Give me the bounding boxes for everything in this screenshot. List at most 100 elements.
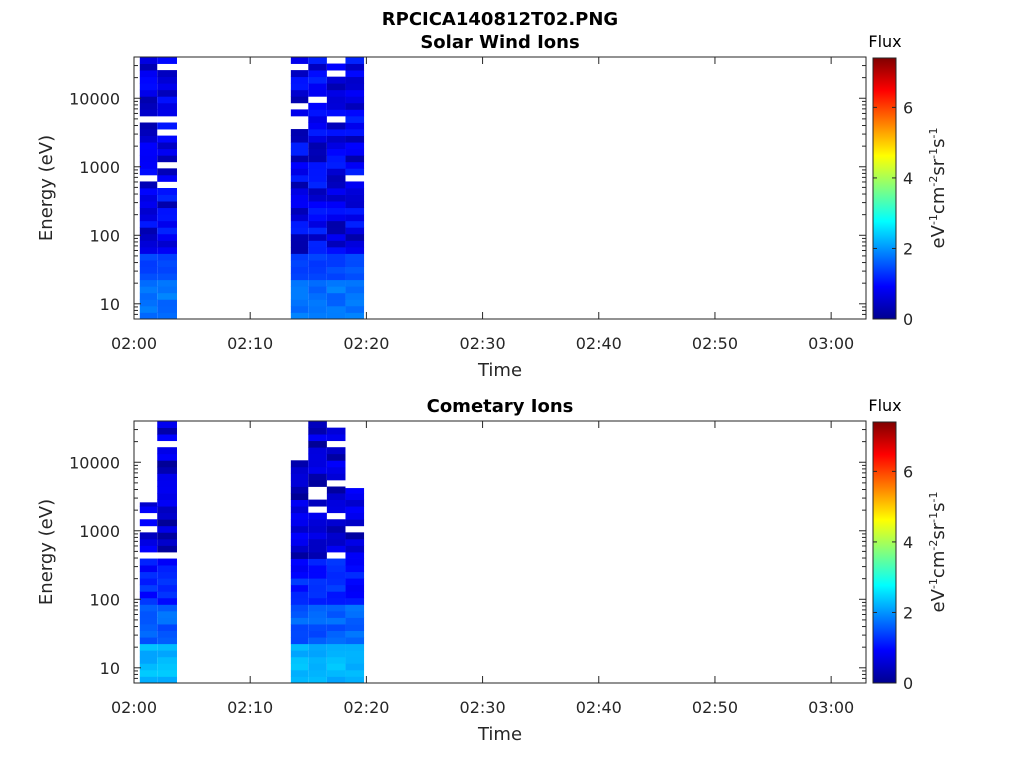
heatmap-cell xyxy=(157,453,177,461)
heatmap-cell xyxy=(139,545,158,553)
heatmap-cell xyxy=(290,266,309,274)
heatmap-cell xyxy=(157,519,177,527)
heatmap-cell xyxy=(290,57,309,64)
heatmap-cell xyxy=(308,246,327,254)
heatmap-cell xyxy=(139,129,158,136)
heatmap-cell xyxy=(345,637,365,645)
heatmap-cell xyxy=(308,421,327,428)
heatmap-cell xyxy=(157,617,177,625)
heatmap-cell xyxy=(290,650,309,658)
heatmap-cell xyxy=(326,643,346,651)
heatmap-cell xyxy=(139,155,158,163)
heatmap-cell xyxy=(308,466,327,474)
heatmap-cell xyxy=(345,122,365,130)
heatmap-cell xyxy=(308,109,327,117)
heatmap-cell xyxy=(326,168,346,176)
heatmap-cell xyxy=(345,266,365,274)
heatmap-cell xyxy=(308,227,327,235)
heatmap-cell xyxy=(326,299,346,307)
heatmap-cell xyxy=(308,571,327,579)
heatmap-cell xyxy=(157,473,177,481)
colorbar-label: eV-1cm-2sr-1s-1 xyxy=(927,492,949,613)
heatmap-cell xyxy=(308,312,327,320)
colorbar-tick-label: 4 xyxy=(903,533,913,552)
heatmap-cell xyxy=(139,135,158,143)
heatmap-cells xyxy=(139,57,365,320)
heatmap-cell xyxy=(139,148,158,156)
colorbar-tick-label: 4 xyxy=(903,169,913,188)
x-tick-label: 02:20 xyxy=(343,334,389,353)
heatmap-cell xyxy=(326,558,346,566)
heatmap-cell xyxy=(290,578,309,586)
panel-title: Cometary Ions xyxy=(427,396,574,417)
heatmap-cell xyxy=(345,506,365,514)
heatmap-cell xyxy=(308,286,327,294)
heatmap-cell xyxy=(326,617,346,625)
heatmap-cell xyxy=(326,220,346,228)
heatmap-cell xyxy=(290,305,309,313)
y-axis: 10 100 1000 10000 xyxy=(69,420,866,684)
heatmap-cell xyxy=(139,253,158,261)
heatmap-cell xyxy=(345,545,365,553)
heatmap-cell xyxy=(157,246,177,254)
heatmap-cell xyxy=(326,181,346,189)
heatmap-cell xyxy=(308,161,327,169)
heatmap-cell xyxy=(139,624,158,631)
heatmap-cell xyxy=(290,129,309,136)
heatmap-cell xyxy=(290,148,309,156)
heatmap-cell xyxy=(345,558,365,566)
heatmap-cell xyxy=(290,207,309,215)
heatmap-cell xyxy=(345,591,365,599)
heatmap-cell xyxy=(157,279,177,287)
heatmap-cell xyxy=(308,578,327,586)
heatmap-cell xyxy=(345,578,365,586)
heatmap-cell xyxy=(345,155,365,163)
heatmap-cell xyxy=(326,161,346,169)
heatmap-cell xyxy=(290,538,309,546)
heatmap-cell xyxy=(308,597,327,605)
heatmap-cell xyxy=(326,273,346,281)
heatmap-cell xyxy=(345,194,365,202)
heatmap-cell xyxy=(326,519,346,527)
heatmap-cell xyxy=(326,578,346,586)
heatmap-cell xyxy=(308,558,327,566)
heatmap-cell xyxy=(308,76,327,84)
heatmap-cell xyxy=(308,57,327,64)
heatmap-cell xyxy=(139,57,158,64)
heatmap-cell xyxy=(139,617,158,625)
heatmap-cell xyxy=(326,89,346,97)
heatmap-cell xyxy=(290,89,309,97)
heatmap-cell xyxy=(290,571,309,579)
heatmap-cell xyxy=(157,447,177,455)
heatmap-cell xyxy=(157,299,177,307)
heatmap-cell xyxy=(326,305,346,313)
heatmap-cell xyxy=(290,155,309,163)
heatmap-cell xyxy=(157,227,177,235)
heatmap-cell xyxy=(326,565,346,573)
heatmap-cell xyxy=(345,63,365,71)
heatmap-cell xyxy=(345,227,365,235)
heatmap-cell xyxy=(308,427,327,435)
heatmap-cell xyxy=(139,70,158,78)
colorbar: Flux 0 2 4 6 eV-1cm-2sr-1s-1 xyxy=(868,32,949,329)
heatmap-cell xyxy=(290,519,309,527)
heatmap-cell xyxy=(345,89,365,97)
heatmap-cell xyxy=(326,525,346,533)
heatmap-cell xyxy=(308,624,327,631)
heatmap-cell xyxy=(308,525,327,533)
heatmap-cell xyxy=(326,545,346,553)
colorbar-ticks: 0 2 4 6 xyxy=(873,98,913,329)
heatmap-cell xyxy=(139,188,158,195)
heatmap-cell xyxy=(308,512,327,520)
heatmap-cell xyxy=(345,493,365,500)
heatmap-cell xyxy=(326,246,346,254)
heatmap-cell xyxy=(308,663,327,671)
heatmap-cell xyxy=(290,312,309,320)
heatmap-cell xyxy=(308,460,327,468)
heatmap-cell xyxy=(326,610,346,618)
heatmap-cell xyxy=(345,565,365,573)
heatmap-cell xyxy=(290,552,309,559)
heatmap-cell xyxy=(139,266,158,274)
heatmap-cell xyxy=(290,194,309,202)
heatmap-cell xyxy=(326,188,346,195)
